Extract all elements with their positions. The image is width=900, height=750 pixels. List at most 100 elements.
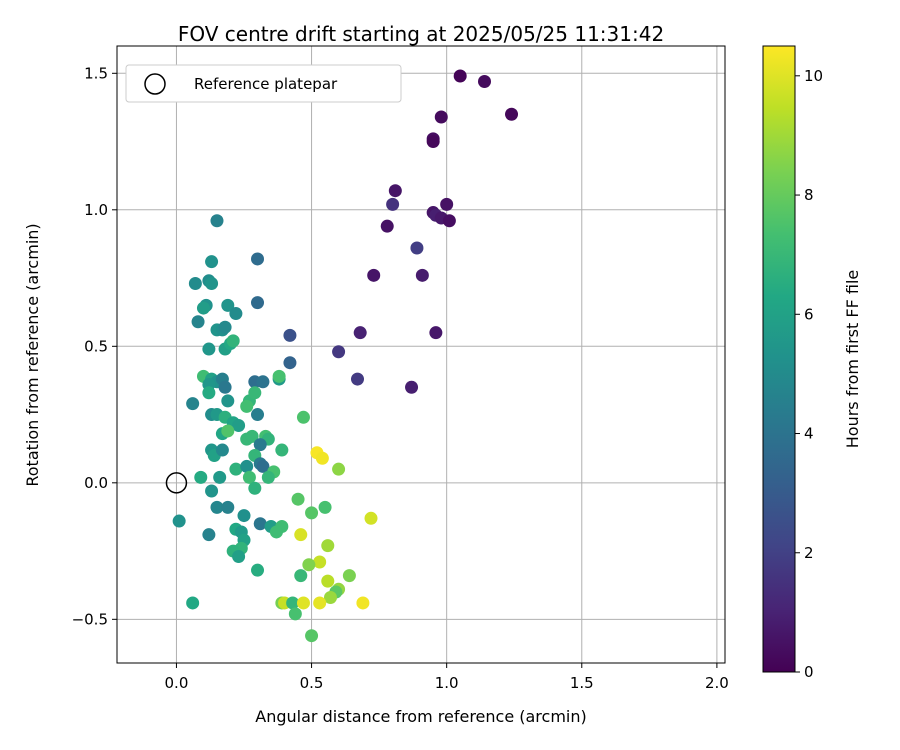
data-point [318,500,332,514]
reference-marker [165,472,188,494]
data-point [283,328,297,342]
chart-title: FOV centre drift starting at 2025/05/25 … [178,22,664,46]
x-tick-label: 0.0 [165,674,189,692]
y-axis-ticks: −0.5 0.0 0.5 1.0 1.5 [72,64,117,628]
data-point [240,399,254,413]
plot-frame [116,45,726,664]
data-point [251,252,265,266]
data-point [315,451,329,465]
data-point [202,342,216,356]
data-point [229,307,243,321]
data-point [367,268,381,282]
data-point [332,345,346,359]
y-tick-label: 1.0 [84,201,108,219]
data-point [305,506,319,520]
data-point [272,369,286,383]
data-point [221,500,235,514]
y-tick-label: 0.0 [84,474,108,492]
colorbar-tick-label: 2 [804,544,814,562]
data-point [291,492,305,506]
legend-box [125,64,402,103]
data-point [221,424,235,438]
data-point [405,380,419,394]
data-point [186,596,200,610]
colorbar-tick-label: 4 [804,425,814,443]
data-point [313,596,327,610]
data-point [356,596,370,610]
data-point [205,277,219,291]
data-point [313,555,327,569]
x-tick-label: 2.0 [705,674,729,692]
y-tick-label: 1.5 [84,64,108,82]
data-point [296,596,310,610]
data-point [237,509,251,523]
x-axis-ticks: 0.0 0.5 1.0 1.5 2.0 [165,663,729,692]
data-point [442,214,456,228]
x-tick-label: 0.5 [300,674,324,692]
data-point [380,219,394,233]
data-point [210,500,224,514]
data-point [221,394,235,408]
data-point [218,320,232,334]
data-point [505,107,519,121]
data-point [202,386,216,400]
y-tick-label: 0.5 [84,337,108,355]
data-point [248,386,262,400]
data-point [294,569,308,583]
data-point [453,69,467,83]
data-point [353,326,367,340]
colorbar-label: Hours from first FF file [843,270,862,449]
data-point [302,558,316,572]
data-point [251,563,265,577]
data-point [288,607,302,621]
x-tick-label: 1.5 [570,674,594,692]
data-point [186,397,200,411]
data-point [218,380,232,394]
colorbar-tick-label: 0 [804,663,814,681]
data-point [283,356,297,370]
data-point [434,110,448,124]
data-point [251,296,265,310]
data-point [478,74,492,88]
data-point [440,197,454,211]
data-point [210,214,224,228]
data-point [232,418,246,432]
data-point [194,470,208,484]
y-axis-label: Rotation from reference (arcmin) [23,223,42,486]
data-point [205,484,219,498]
data-point [269,525,283,539]
data-point [342,569,356,583]
data-point [410,241,424,255]
data-point [215,443,229,457]
data-points [172,69,519,643]
data-point [172,514,186,528]
data-point [305,629,319,643]
data-point [426,135,440,149]
data-point [242,470,256,484]
colorbar-ticks: 0 2 4 6 8 10 [795,67,823,681]
data-point [253,438,267,452]
data-point [229,462,243,476]
data-point [275,443,289,457]
data-point [388,184,402,198]
colorbar-gradient [762,45,796,673]
x-tick-label: 1.0 [435,674,459,692]
data-point [213,470,227,484]
data-point [364,511,378,525]
data-point [205,255,219,269]
data-point [196,301,210,315]
data-point [251,408,265,422]
data-point [226,334,240,348]
data-point [429,326,443,340]
legend: Reference platepar [125,64,402,103]
data-point [386,197,400,211]
colorbar-tick-label: 10 [804,67,823,85]
data-point [188,277,202,291]
data-point [321,574,335,588]
data-point [256,375,270,389]
data-point [191,315,205,329]
data-point [296,410,310,424]
colorbar: 0 2 4 6 8 10 Hours from first FF file [762,45,862,681]
y-tick-label: −0.5 [72,610,108,628]
data-point [245,429,259,443]
